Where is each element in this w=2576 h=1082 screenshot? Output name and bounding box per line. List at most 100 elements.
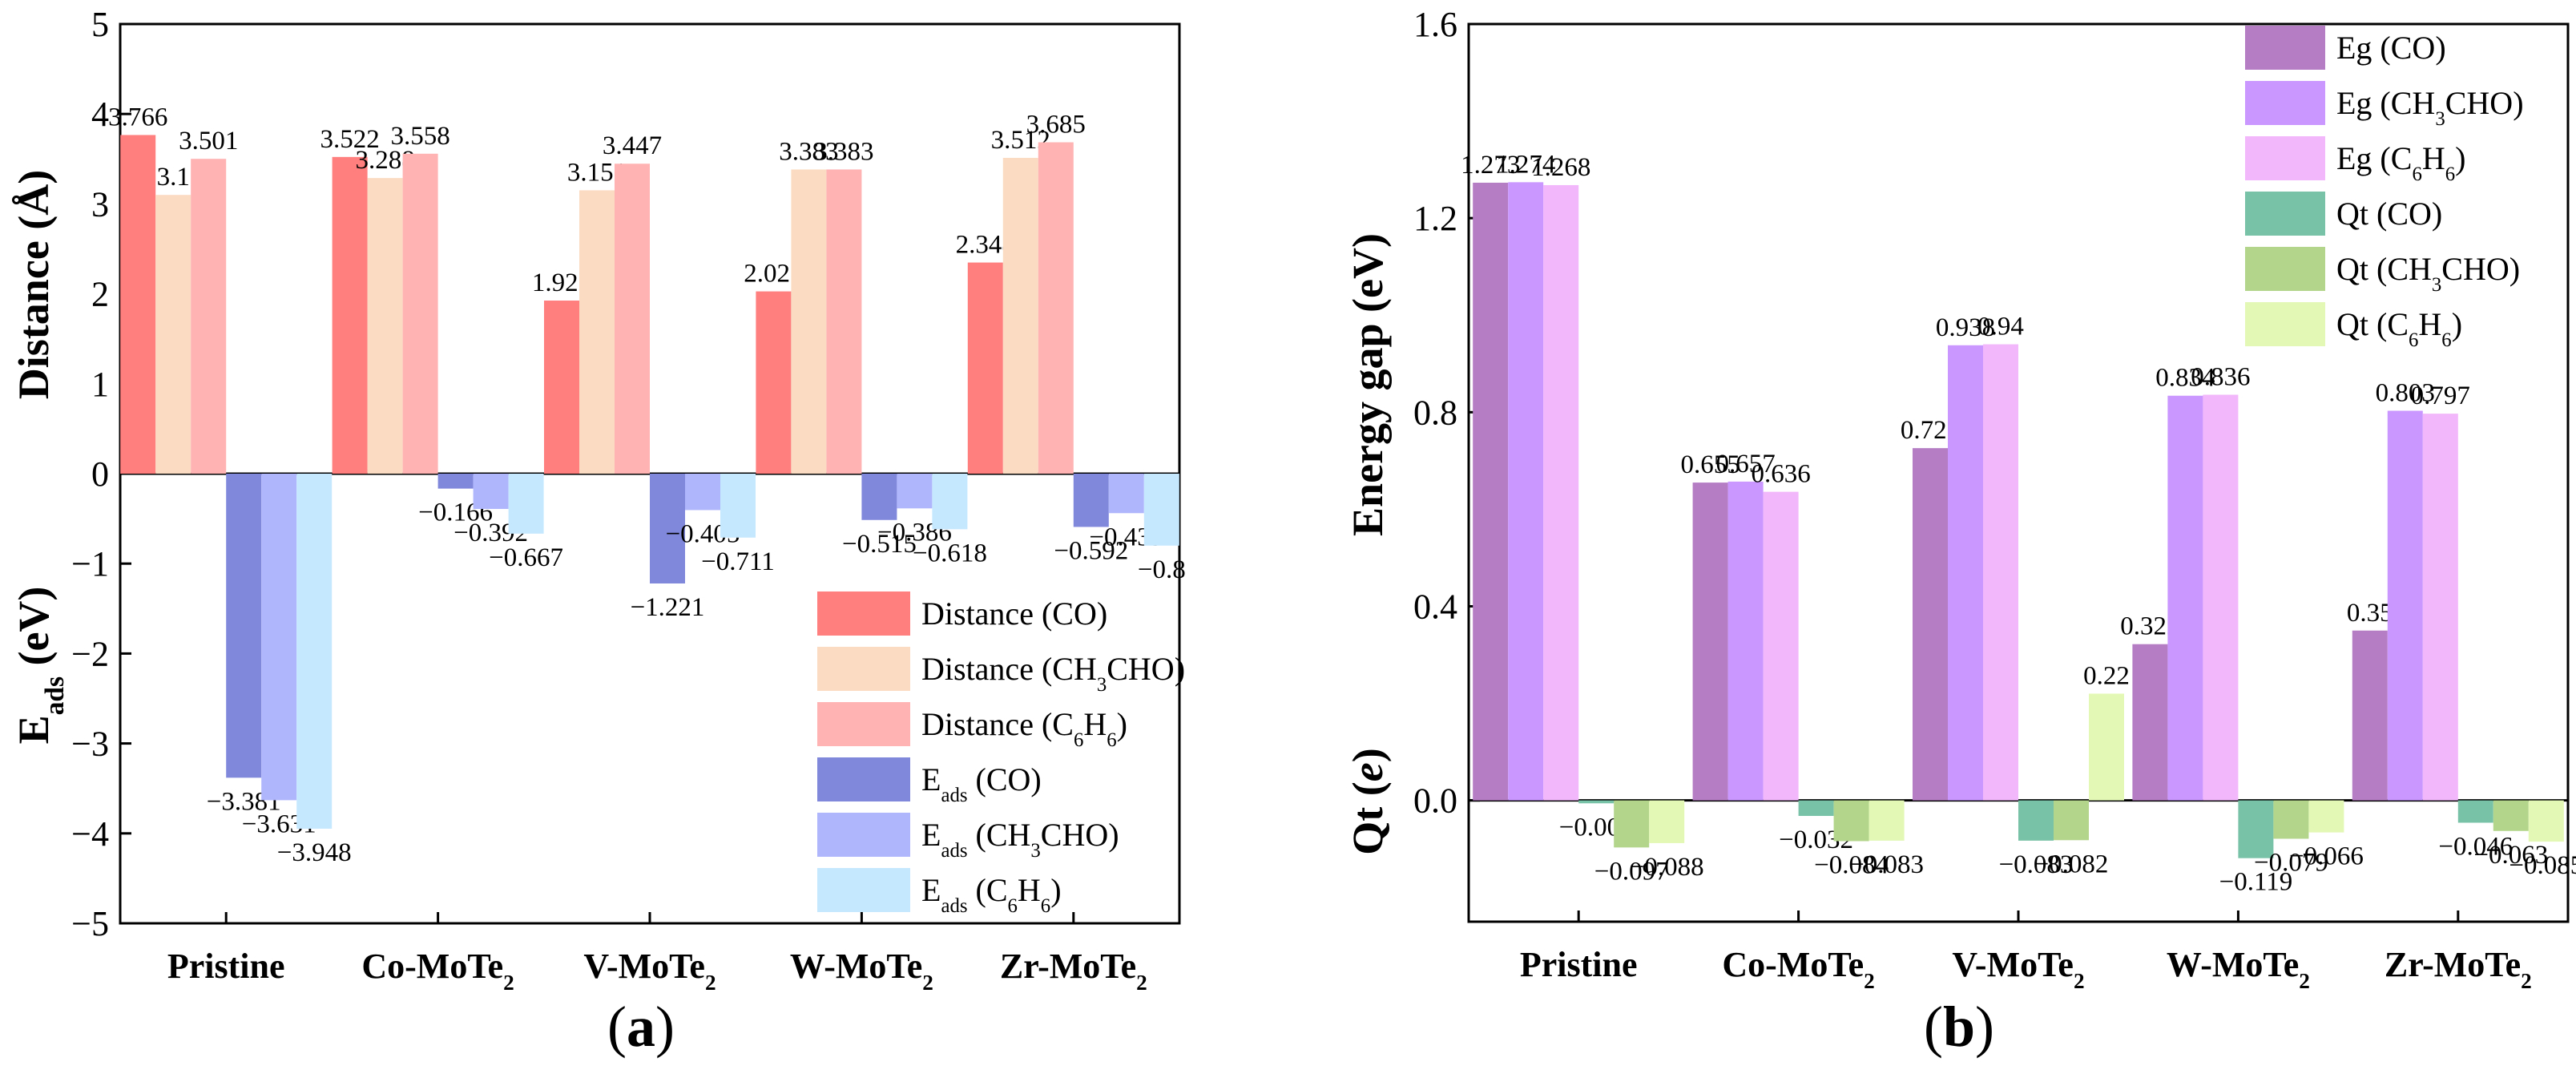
data-label-eg-ch3cho-pristine: 1.274: [1496, 150, 1555, 179]
data-label-eg-co-zr-mote2: 0.35: [2347, 599, 2393, 628]
bar-eg-ch3cho-co-mote2: [1727, 481, 1764, 801]
category-label-zr-mote2: Zr-MoTe2: [1000, 947, 1147, 995]
y-tick-label: −4: [71, 814, 109, 854]
data-label-eg-c6h6-pristine: 1.268: [1531, 153, 1590, 182]
bar-distance-ch3cho-pristine: [155, 195, 191, 474]
data-label-qt-co-v-mote2: −0.083: [1999, 850, 2074, 879]
bar-eg-c6h6-v-mote2: [1983, 344, 2018, 801]
y-tick-label: −5: [71, 904, 109, 943]
data-label-distance-co-pristine: 3.766: [108, 103, 167, 131]
data-label-eg-c6h6-zr-mote2: 0.797: [2411, 382, 2470, 410]
bar-qt-c6h6-w-mote2: [2308, 800, 2344, 833]
legend-label-eads-c6h6: Eads (C6H6): [921, 872, 1062, 917]
bar-eg-co-zr-mote2: [2352, 630, 2388, 801]
y-tick-label: −1: [71, 544, 109, 583]
data-label-qt-c6h6-v-mote2: 0.22: [2083, 661, 2130, 690]
category-label-pristine: Pristine: [167, 947, 285, 986]
bar-distance-ch3cho-w-mote2: [791, 169, 827, 474]
bar-eads-co-zr-mote2: [1073, 474, 1109, 527]
bar-qt-co-w-mote2: [2238, 800, 2274, 858]
y-axis-title-upper: Distance (Å): [10, 170, 58, 399]
bar-eads-co-co-mote2: [437, 474, 474, 489]
bar-distance-co-co-mote2: [332, 156, 368, 474]
data-label-eg-co-pristine: 1.273: [1461, 151, 1520, 180]
bar-distance-c6h6-v-mote2: [615, 164, 650, 474]
data-label-qt-ch3cho-zr-mote2: −0.063: [2473, 841, 2548, 870]
bar-qt-co-v-mote2: [2018, 800, 2054, 841]
bar-distance-ch3cho-zr-mote2: [1002, 157, 1038, 474]
legend-swatch-eg-co: [2245, 26, 2325, 70]
legend-swatch-distance-co: [817, 591, 910, 636]
legend-label-qt-ch3cho: Qt (CH3CHO): [2336, 251, 2520, 296]
category-label-w-mote2: W-MoTe2: [790, 947, 933, 995]
data-label-eads-co-v-mote2: −1.221: [631, 593, 705, 622]
bar-qt-ch3cho-v-mote2: [2054, 800, 2089, 841]
bar-eg-ch3cho-w-mote2: [2167, 395, 2203, 801]
data-label-qt-ch3cho-pristine: −0.097: [1594, 857, 1669, 886]
bar-eg-ch3cho-pristine: [1508, 182, 1544, 801]
y-tick-label: 4: [91, 95, 109, 134]
bar-eads-c6h6-pristine: [296, 474, 333, 829]
y-axis-title-upper: Energy gap (eV): [1344, 233, 1392, 536]
bar-eg-ch3cho-v-mote2: [1948, 345, 1983, 801]
bar-eads-c6h6-w-mote2: [932, 474, 968, 530]
bar-qt-co-zr-mote2: [2457, 800, 2493, 823]
panel-label-b: (b): [1924, 995, 1994, 1059]
y-tick-label: 0: [91, 454, 109, 494]
data-label-eg-co-co-mote2: 0.655: [1680, 450, 1740, 479]
legend-swatch-distance-c6h6: [817, 702, 910, 746]
y-tick-label: 0.4: [1413, 587, 1457, 626]
bar-eg-co-w-mote2: [2132, 644, 2168, 801]
bar-eg-ch3cho-zr-mote2: [2387, 410, 2423, 801]
category-label-pristine: Pristine: [1520, 945, 1638, 984]
legend-swatch-eads-ch3cho: [817, 813, 910, 857]
data-label-qt-c6h6-co-mote2: −0.083: [1849, 850, 1924, 879]
bar-distance-ch3cho-v-mote2: [579, 190, 615, 474]
legend-swatch-qt-co: [2245, 192, 2325, 236]
bar-distance-co-pristine: [120, 135, 156, 474]
legend-label-distance-ch3cho: Distance (CH3CHO): [921, 651, 1185, 696]
y-tick-label: 1: [91, 365, 109, 404]
y-tick-label: 5: [91, 5, 109, 44]
y-tick-label: 2: [91, 275, 109, 314]
y-tick-label: 1.2: [1413, 199, 1457, 238]
bar-eg-c6h6-pristine: [1543, 184, 1579, 801]
panel-label-a: (a): [607, 995, 675, 1059]
legend-swatch-eg-ch3cho: [2245, 81, 2325, 125]
legend-label-qt-co: Qt (CO): [2336, 196, 2442, 232]
data-label-qt-co-zr-mote2: −0.046: [2438, 832, 2513, 861]
bar-eads-c6h6-zr-mote2: [1143, 474, 1179, 546]
bar-eads-ch3cho-pristine: [261, 474, 297, 801]
data-label-eg-ch3cho-co-mote2: 0.657: [1715, 450, 1775, 478]
bar-distance-c6h6-pristine: [191, 159, 227, 474]
y-tick-label: 0.8: [1413, 393, 1457, 432]
y-tick-label: −2: [71, 634, 109, 673]
bar-distance-ch3cho-co-mote2: [367, 178, 403, 474]
legend-label-eg-co: Eg (CO): [2336, 30, 2446, 66]
data-label-qt-c6h6-zr-mote2: −0.085: [2509, 851, 2576, 880]
bar-eads-c6h6-v-mote2: [720, 474, 756, 538]
bar-eads-co-pristine: [226, 474, 262, 778]
bar-distance-co-v-mote2: [544, 301, 579, 474]
data-label-distance-c6h6-zr-mote2: 3.685: [1026, 111, 1086, 139]
data-label-eads-c6h6-pristine: −3.948: [277, 838, 352, 867]
legend-label-qt-c6h6: Qt (C6H6): [2336, 306, 2462, 351]
data-label-eads-c6h6-w-mote2: −0.618: [913, 539, 987, 567]
legend-label-eg-c6h6: Eg (C6H6): [2336, 140, 2465, 185]
bar-eg-c6h6-zr-mote2: [2422, 414, 2458, 801]
data-label-eads-c6h6-co-mote2: −0.667: [489, 543, 563, 572]
bar-qt-co-co-mote2: [1798, 800, 1834, 817]
legend-label-eads-co: Eads (CO): [921, 761, 1042, 806]
legend-label-distance-c6h6: Distance (C6H6): [921, 706, 1127, 751]
category-label-w-mote2: W-MoTe2: [2167, 945, 2310, 993]
legend-swatch-distance-ch3cho: [817, 647, 910, 691]
bar-eads-ch3cho-co-mote2: [473, 474, 509, 509]
category-label-zr-mote2: Zr-MoTe2: [2385, 945, 2532, 993]
y-tick-label: 1.6: [1413, 5, 1457, 44]
category-label-co-mote2: Co-MoTe2: [361, 947, 514, 995]
bar-qt-ch3cho-zr-mote2: [2493, 800, 2529, 831]
data-label-qt-ch3cho-w-mote2: −0.079: [2254, 848, 2328, 877]
data-label-distance-ch3cho-w-mote2: 3.383: [779, 137, 838, 166]
data-label-eads-c6h6-v-mote2: −0.711: [701, 547, 775, 576]
